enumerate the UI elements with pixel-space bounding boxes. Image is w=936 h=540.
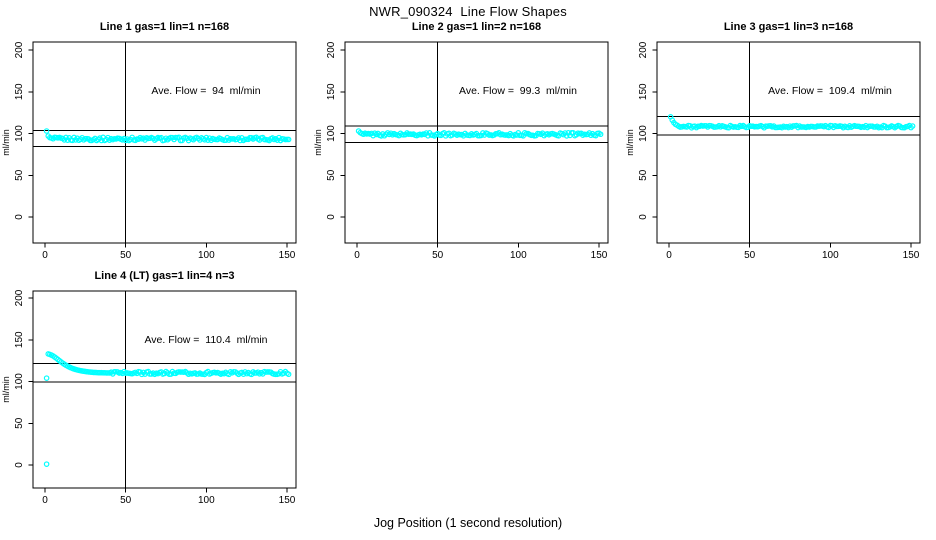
y-axis-tick-label: 50 — [14, 169, 25, 181]
ave-flow-annotation: Ave. Flow = 110.4 ml/min — [144, 334, 268, 346]
x-axis-tick-label: 100 — [198, 495, 215, 506]
subplot-line-1: Line 1 gas=1 lin=1 n=168 Ave. Flow = 94 … — [0, 18, 312, 270]
x-axis-tick-label: 50 — [744, 250, 756, 261]
x-axis-tick-label: 150 — [279, 250, 296, 261]
x-axis-tick-label: 50 — [120, 250, 132, 261]
x-axis-tick-label: 100 — [510, 250, 527, 261]
y-axis-tick-label: 100 — [14, 373, 25, 390]
data-point — [43, 128, 50, 134]
ave-flow-annotation: Ave. Flow = 109.4 ml/min — [768, 85, 892, 97]
y-axis-tick-label: 150 — [638, 83, 649, 100]
y-axis-tick-label: 200 — [14, 289, 25, 306]
x-axis-tick-label: 50 — [120, 495, 132, 506]
y-axis-label: ml/min — [625, 129, 635, 156]
y-axis-tick-label: 50 — [14, 417, 25, 429]
plot-area: 0 50 100 150 0 50 100 150 200 ml/min — [625, 41, 921, 261]
y-axis-tick-label: 0 — [638, 214, 649, 220]
y-axis-tick-label: 0 — [326, 214, 337, 220]
data-point — [285, 371, 292, 378]
plot-box — [656, 41, 921, 244]
y-axis-tick-label: 200 — [14, 41, 25, 58]
main-title: NWR_090324 Line Flow Shapes — [369, 4, 567, 19]
x-axis-tick-label: 0 — [354, 250, 360, 261]
shared-x-axis-label: Jog Position (1 second resolution) — [373, 516, 563, 530]
y-axis-label: ml/min — [1, 376, 11, 403]
x-axis-tick-label: 0 — [42, 250, 48, 261]
y-axis-tick-label: 200 — [638, 41, 649, 58]
subplot-title: Line 2 gas=1 lin=2 n=168 — [411, 21, 542, 33]
y-axis-tick-label: 100 — [326, 125, 337, 142]
y-axis-label: ml/min — [313, 129, 323, 156]
data-point — [43, 461, 50, 467]
y-axis-tick-label: 150 — [14, 331, 25, 348]
x-axis-tick-label: 50 — [432, 250, 444, 261]
plot-box — [32, 290, 297, 489]
ave-flow-annotation: Ave. Flow = 94 ml/min — [151, 85, 261, 97]
x-axis-tick-label: 100 — [198, 250, 215, 261]
data-point — [909, 123, 916, 129]
data-point — [597, 131, 604, 138]
y-axis-tick-label: 0 — [14, 462, 25, 468]
subplot-title: Line 3 gas=1 lin=3 n=168 — [723, 21, 854, 33]
plot-area: 0 50 100 150 0 50 100 150 200 ml/min — [313, 41, 609, 261]
subplot-title: Line 4 (LT) gas=1 lin=4 n=3 — [94, 270, 235, 282]
y-axis-tick-label: 50 — [638, 169, 649, 181]
subplot-line-4: Line 4 (LT) gas=1 lin=4 n=3 Ave. Flow = … — [0, 267, 312, 519]
ave-flow-annotation: Ave. Flow = 99.3 ml/min — [459, 85, 577, 97]
x-axis-tick-label: 0 — [666, 250, 672, 261]
y-axis-tick-label: 150 — [326, 83, 337, 100]
y-axis-tick-label: 50 — [326, 169, 337, 181]
data-point — [285, 136, 292, 143]
x-axis-tick-label: 150 — [279, 495, 296, 506]
y-axis-tick-label: 100 — [638, 125, 649, 142]
y-axis-tick-label: 100 — [14, 125, 25, 142]
y-axis-label: ml/min — [1, 129, 11, 156]
x-axis-tick-label: 100 — [822, 250, 839, 261]
x-axis-tick-label: 0 — [42, 495, 48, 506]
plot-box — [344, 41, 609, 244]
subplot-line-3: Line 3 gas=1 lin=3 n=168 Ave. Flow = 109… — [624, 18, 936, 270]
plot-box — [32, 41, 297, 244]
data-point — [43, 375, 50, 381]
y-axis-tick-label: 0 — [14, 214, 25, 220]
plot-area: 0 50 100 150 0 50 100 150 200 ml/min — [1, 289, 297, 506]
x-axis-tick-label: 150 — [591, 250, 608, 261]
y-axis-tick-label: 150 — [14, 83, 25, 100]
x-axis-tick-label: 150 — [903, 250, 920, 261]
subplot-line-2: Line 2 gas=1 lin=2 n=168 Ave. Flow = 99.… — [312, 18, 624, 270]
plot-area: 0 50 100 150 0 50 100 150 200 ml/min — [1, 41, 297, 261]
subplot-title: Line 1 gas=1 lin=1 n=168 — [99, 21, 230, 33]
y-axis-tick-label: 200 — [326, 41, 337, 58]
